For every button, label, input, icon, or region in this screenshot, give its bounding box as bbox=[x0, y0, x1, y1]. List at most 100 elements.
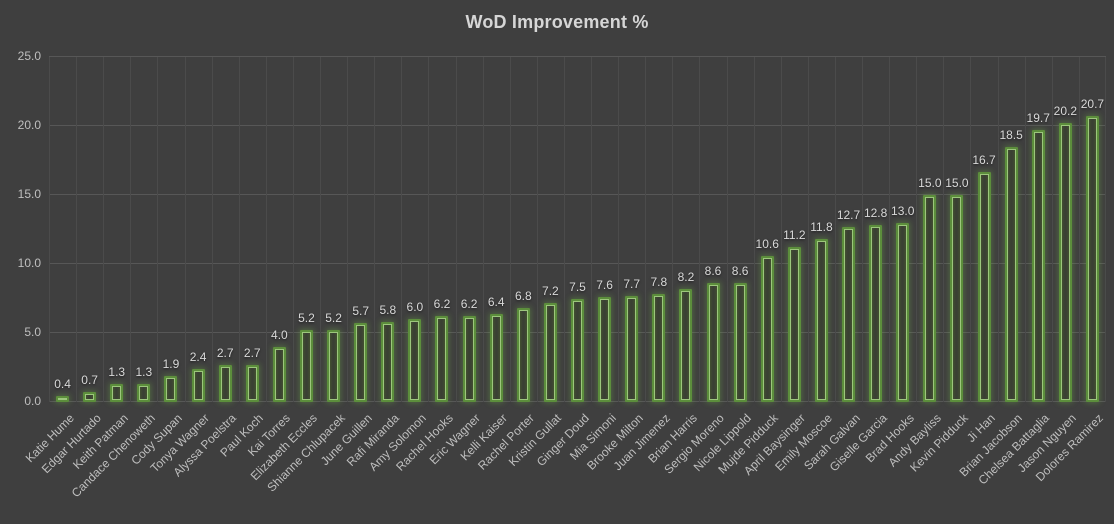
bar-value-label: 15.0 bbox=[945, 176, 969, 190]
bar bbox=[299, 330, 313, 402]
gridline-vertical bbox=[808, 57, 809, 402]
bar bbox=[571, 298, 584, 402]
bar bbox=[191, 368, 205, 402]
gridline-vertical bbox=[1052, 57, 1053, 402]
gridline-vertical bbox=[293, 57, 294, 402]
plot-area: 0.4 0.7 1.3 1.3 1.9 2.4 2.7 2.7 4.0 5.2 5.2 5.7 5.8 6… bbox=[49, 56, 1106, 402]
bar-value-label: 16.7 bbox=[972, 152, 996, 167]
bar-value-label: 5.7 bbox=[352, 304, 370, 319]
bar bbox=[489, 313, 503, 402]
bar-value-label: 11.2 bbox=[783, 228, 806, 243]
bar bbox=[83, 392, 97, 402]
bar bbox=[164, 375, 178, 402]
bar bbox=[787, 247, 801, 402]
gridline-vertical bbox=[1079, 57, 1080, 402]
bar bbox=[977, 171, 991, 402]
y-axis-tick-label: 25.0 bbox=[17, 49, 41, 63]
bar-value-label: 8.6 bbox=[731, 264, 749, 279]
gridline-vertical bbox=[727, 57, 728, 402]
gridline-vertical bbox=[103, 57, 104, 402]
bar-value-label: 8.2 bbox=[677, 269, 695, 284]
y-axis-tick-label: 10.0 bbox=[17, 256, 41, 270]
bar-value-label: 12.7 bbox=[836, 207, 861, 222]
bar bbox=[1085, 116, 1099, 402]
bar-value-label: 1.3 bbox=[108, 365, 126, 380]
gridline-vertical bbox=[943, 57, 944, 402]
gridline-vertical bbox=[699, 57, 700, 402]
bar-value-label: 6.2 bbox=[433, 297, 451, 312]
bar bbox=[327, 330, 341, 402]
bar-value-label: 15.0 bbox=[918, 176, 942, 190]
bar-value-label: 2.4 bbox=[189, 349, 207, 364]
gridline-vertical bbox=[76, 57, 77, 402]
bar-value-label: 5.2 bbox=[298, 311, 315, 326]
bar-value-label: 20.2 bbox=[1053, 104, 1078, 119]
bar bbox=[516, 308, 530, 402]
gridline-horizontal bbox=[49, 56, 1106, 57]
gridline-vertical bbox=[672, 57, 673, 402]
bar-value-label: 7.7 bbox=[623, 276, 641, 291]
gridline-vertical bbox=[591, 57, 592, 402]
gridline-vertical bbox=[862, 57, 863, 402]
bar bbox=[896, 222, 910, 402]
gridline-vertical bbox=[998, 57, 999, 402]
bar bbox=[462, 316, 476, 402]
bar-value-label: 2.7 bbox=[243, 345, 261, 360]
gridline-horizontal bbox=[49, 263, 1106, 264]
bar-value-label: 5.8 bbox=[379, 302, 397, 317]
bar bbox=[625, 295, 639, 402]
gridline-vertical bbox=[970, 57, 971, 402]
bar bbox=[869, 225, 883, 402]
bar-value-label: 0.7 bbox=[81, 373, 98, 388]
bar bbox=[137, 384, 151, 402]
bar bbox=[381, 321, 395, 402]
bar-value-label: 6.8 bbox=[514, 289, 532, 304]
bar-value-label: 18.5 bbox=[999, 127, 1023, 142]
gridline-vertical bbox=[537, 57, 538, 402]
bar bbox=[760, 255, 774, 402]
bar bbox=[652, 294, 666, 402]
gridline-vertical bbox=[266, 57, 267, 402]
bar-value-label: 11.8 bbox=[810, 220, 833, 235]
gridline-vertical bbox=[889, 57, 890, 402]
bar bbox=[706, 283, 720, 402]
bar bbox=[245, 364, 259, 402]
gridline-horizontal bbox=[49, 194, 1106, 195]
y-axis-tick-label: 0.0 bbox=[24, 394, 41, 408]
gridline-vertical bbox=[510, 57, 511, 402]
bar bbox=[435, 316, 449, 402]
gridline-vertical bbox=[456, 57, 457, 402]
bar bbox=[354, 323, 368, 402]
gridline-vertical bbox=[185, 57, 186, 402]
gridline-vertical bbox=[618, 57, 619, 402]
gridline-vertical bbox=[916, 57, 917, 402]
bar bbox=[110, 384, 124, 402]
bar-value-label: 2.7 bbox=[216, 345, 234, 360]
bar bbox=[543, 302, 557, 402]
chart-title: WoD Improvement % bbox=[465, 12, 649, 32]
gridline-vertical bbox=[239, 57, 240, 402]
bar bbox=[679, 288, 693, 402]
bar bbox=[408, 319, 422, 402]
bar-value-label: 13.0 bbox=[891, 203, 915, 218]
bar bbox=[814, 239, 828, 402]
bar-value-label: 6.2 bbox=[460, 297, 478, 312]
bar-value-label: 5.2 bbox=[325, 311, 342, 326]
bar-value-label: 6.0 bbox=[406, 300, 424, 315]
bar bbox=[733, 283, 747, 402]
bar-value-label: 19.7 bbox=[1026, 111, 1050, 126]
bar-value-label: 4.0 bbox=[271, 327, 288, 342]
bar bbox=[842, 226, 856, 402]
bar-value-label: 1.3 bbox=[135, 365, 153, 380]
gridline-vertical bbox=[781, 57, 782, 402]
bar-value-label: 8.6 bbox=[704, 264, 722, 279]
y-axis-tick-label: 15.0 bbox=[17, 187, 41, 201]
y-axis-tick-label: 5.0 bbox=[24, 325, 41, 339]
bar bbox=[598, 297, 612, 402]
bar-value-label: 20.7 bbox=[1080, 97, 1105, 112]
bar-value-label: 10.6 bbox=[755, 236, 779, 251]
gridline-vertical bbox=[130, 57, 131, 402]
gridline-vertical bbox=[1025, 57, 1026, 402]
gridline-vertical bbox=[157, 57, 158, 402]
